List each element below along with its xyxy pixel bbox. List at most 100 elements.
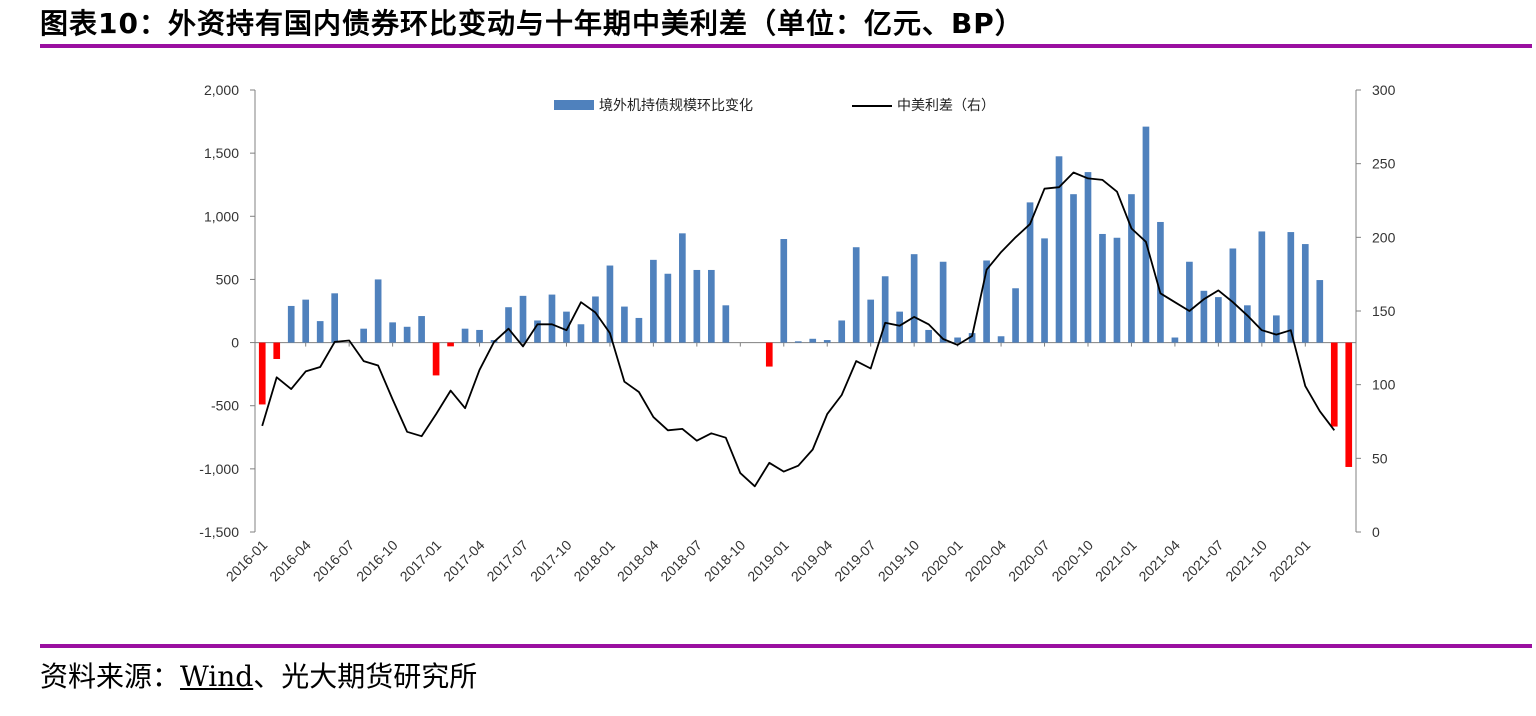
axes-layer (250, 89, 1361, 533)
bar (1142, 126, 1150, 343)
bar (302, 299, 310, 343)
bar (838, 320, 846, 343)
bar (896, 311, 903, 343)
bar (418, 316, 425, 343)
bar (1171, 337, 1179, 343)
bar (823, 340, 831, 343)
footer-divider (40, 644, 1532, 648)
bar (1301, 244, 1309, 343)
bar (925, 329, 932, 343)
chart-area: -1,500 -1,000 -500 0 500 1,000 1,500 2,000 0 50 10… (199, 82, 1396, 585)
x-tick-label: 2019-07 (831, 537, 879, 585)
bar (881, 276, 889, 343)
x-tick-label: 2021-04 (1135, 537, 1183, 585)
bar (954, 337, 961, 343)
y-right-tick-label: 300 (1372, 82, 1396, 98)
bar (1055, 156, 1063, 343)
bar (1157, 221, 1164, 343)
x-tick-label: 2019-10 (875, 537, 923, 585)
bar (1287, 232, 1295, 343)
bar (389, 322, 396, 343)
bar (1244, 305, 1251, 343)
x-tick-label: 2017-10 (527, 537, 575, 585)
bar (635, 317, 643, 343)
bar (1345, 342, 1353, 467)
bar (606, 265, 614, 343)
bar (1316, 280, 1324, 343)
x-tick-label: 2016-07 (310, 537, 358, 585)
title-divider (40, 44, 1532, 48)
bar (1229, 248, 1237, 343)
bar (765, 342, 773, 367)
bar (1084, 172, 1092, 343)
bar (708, 269, 715, 343)
bar (1113, 237, 1121, 343)
source-wind-link[interactable]: Wind (180, 660, 254, 693)
bar (316, 321, 324, 343)
bar (1128, 194, 1135, 343)
x-tick-label: 2021-07 (1179, 537, 1227, 585)
bar (780, 239, 788, 343)
y-right-tick-label: 50 (1372, 450, 1388, 466)
bar (273, 342, 281, 359)
x-tick-label: 2017-01 (397, 537, 445, 585)
x-tick-label: 2017-07 (483, 537, 531, 585)
spread-line (261, 171, 1336, 488)
line-series (261, 171, 1336, 488)
bar (287, 305, 295, 343)
bar (519, 295, 527, 343)
y-left-tick-label: -500 (211, 398, 239, 414)
bar (1041, 238, 1048, 343)
bar (1330, 342, 1338, 427)
bar (374, 279, 382, 343)
bar (664, 273, 672, 343)
x-tick-label: 2020-10 (1048, 537, 1096, 585)
bar (679, 233, 686, 343)
y-right-tick-label: 200 (1372, 229, 1396, 245)
x-tick-label: 2020-07 (1005, 537, 1053, 585)
bar (432, 342, 440, 376)
bar (693, 269, 701, 343)
bar (1215, 297, 1222, 343)
bar (1272, 315, 1280, 343)
bar (360, 328, 367, 343)
x-tick-label: 2021-01 (1092, 537, 1140, 585)
bar (852, 247, 860, 343)
y-right-tick-label: 100 (1372, 377, 1396, 393)
bar (548, 294, 556, 343)
legend-line-label: 中美利差（右） (897, 98, 995, 114)
x-tick-label: 2016-04 (266, 537, 314, 585)
bar (447, 342, 454, 347)
bar (258, 342, 266, 405)
x-tick-label: 2022-01 (1266, 537, 1314, 585)
bar (1070, 194, 1077, 343)
x-tick-label: 2020-01 (918, 537, 966, 585)
source-note: 资料来源：Wind、光大期货研究所 (40, 655, 477, 695)
bar (577, 324, 585, 343)
bar (809, 338, 817, 343)
bar (331, 293, 339, 343)
bar (1200, 290, 1208, 343)
bar (983, 260, 990, 343)
bar (461, 328, 469, 343)
y-left-tick-label: 2,000 (204, 82, 239, 98)
y-right-tick-label: 250 (1372, 156, 1396, 172)
y-left-tick-label: -1,000 (199, 461, 239, 477)
x-tick-label: 2019-04 (788, 537, 836, 585)
bar (794, 341, 802, 343)
bar (592, 296, 599, 343)
x-tick-label: 2019-01 (744, 537, 792, 585)
bar (939, 261, 947, 343)
y-right-tick-label: 0 (1372, 524, 1380, 540)
x-tick-label: 2016-10 (353, 537, 401, 585)
bar (910, 254, 918, 343)
bar (621, 306, 628, 343)
bar (1012, 288, 1019, 343)
x-tick-label: 2018-01 (570, 537, 618, 585)
bar (505, 307, 512, 343)
bar (1026, 202, 1034, 343)
x-tick-label: 2016-01 (223, 537, 271, 585)
y-left-tick-label: 0 (231, 335, 239, 351)
y-left-tick-label: -1,500 (199, 524, 239, 540)
bar (403, 326, 411, 343)
